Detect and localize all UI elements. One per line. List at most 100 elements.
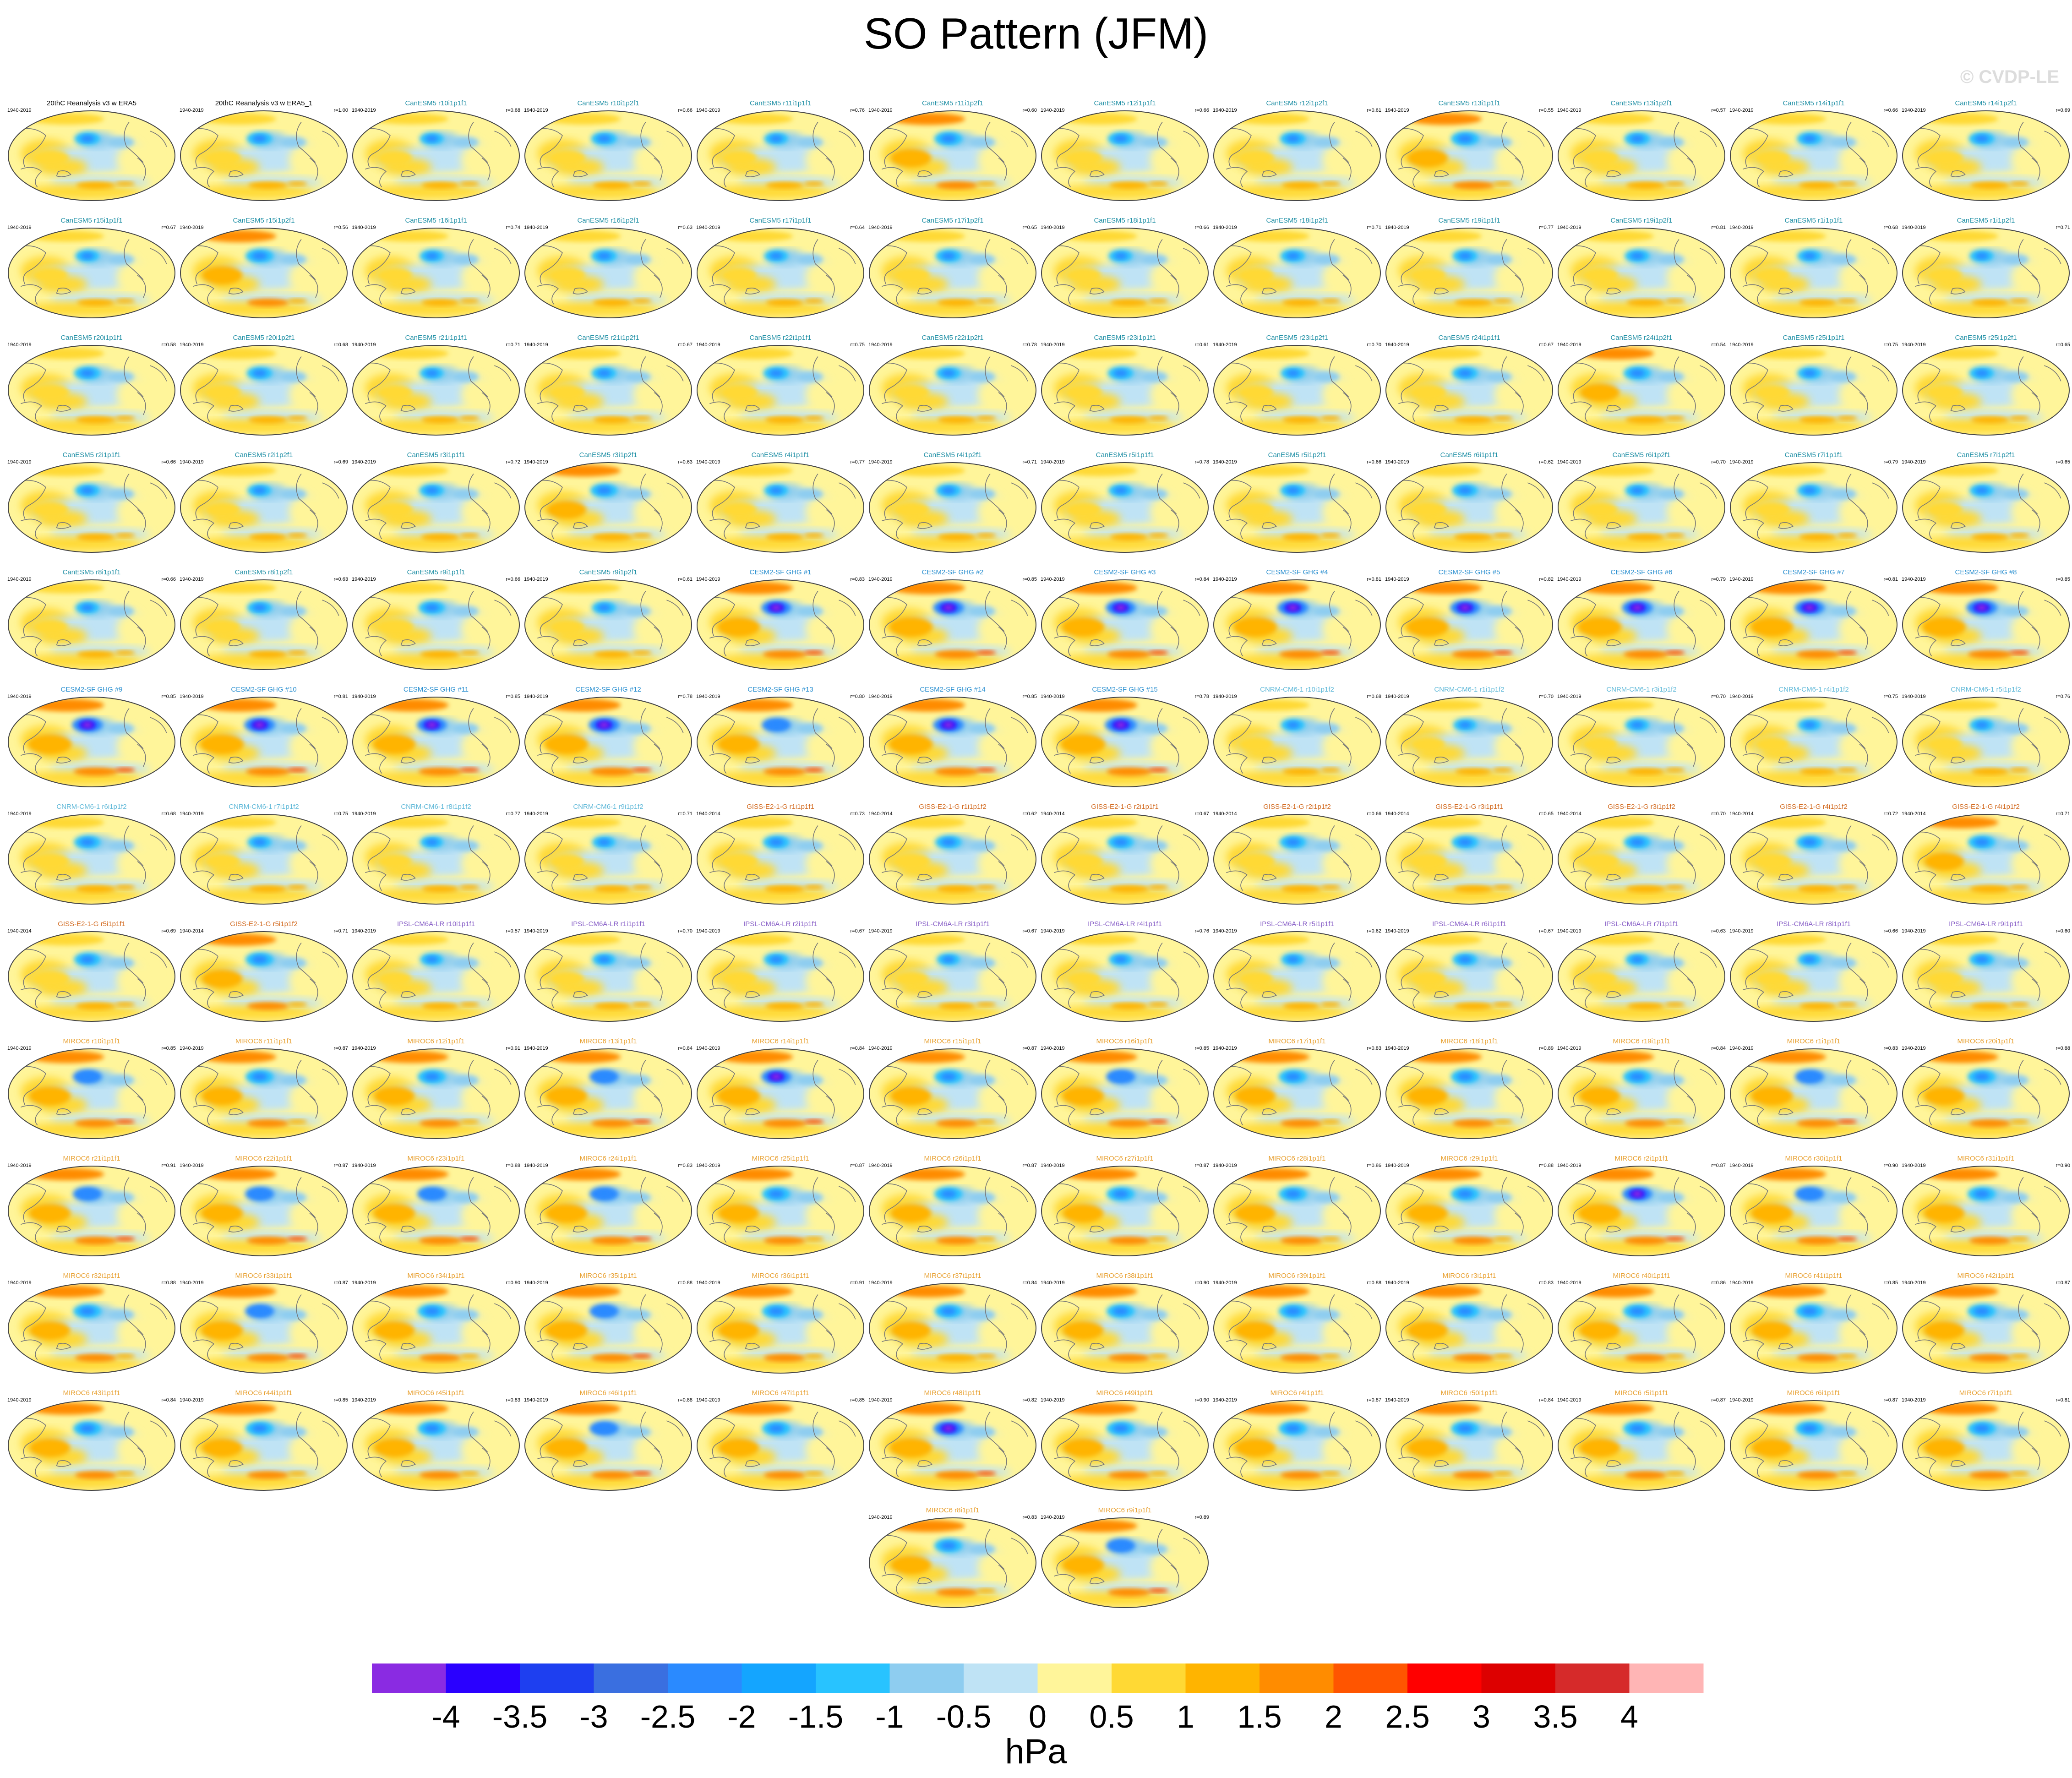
map-panel: CanESM5 r9i1p2f1 1940-2019 r=0.61 <box>524 568 692 670</box>
panel-title: CESM2-SF GHG #11 <box>403 686 469 693</box>
colorbar-box <box>668 1663 742 1693</box>
panel-title: CNRM-CM6-1 r5i1p1f2 <box>1951 686 2021 693</box>
map-panel: MIROC6 r45i1p1f1 1940-2019 r=0.83 <box>352 1389 520 1491</box>
panel-title: CESM2-SF GHG #10 <box>231 686 296 693</box>
map-panel: CanESM5 r8i1p1f1 1940-2019 r=0.66 <box>7 568 176 670</box>
colorbar-box <box>889 1663 964 1693</box>
panel-title: CESM2-SF GHG #13 <box>747 686 813 693</box>
panel-title: CanESM5 r4i1p2f1 <box>924 451 982 459</box>
panel-title: CanESM5 r13i1p2f1 <box>1610 99 1672 107</box>
panel-correlation: r=0.62 <box>1539 459 1554 465</box>
panel-period: 1940-2019 <box>868 694 893 699</box>
colorbar-tick-label: -3.5 <box>492 1699 548 1734</box>
panel-title: MIROC6 r27i1p1f1 <box>1096 1155 1153 1162</box>
panel-period: 1940-2019 <box>180 811 204 817</box>
map-panel: MIROC6 r20i1p1f1 1940-2019 r=0.88 <box>1902 1037 2070 1139</box>
panel-correlation: r=0.83 <box>678 1163 693 1168</box>
panel-period: 1940-2019 <box>524 1397 548 1403</box>
panel-title: CanESM5 r18i1p1f1 <box>1094 217 1156 224</box>
map-panel: CanESM5 r8i1p2f1 1940-2019 r=0.63 <box>180 568 348 670</box>
map-panel: CESM2-SF GHG #11 1940-2019 r=0.85 <box>352 686 520 787</box>
panel-period: 1940-2019 <box>1557 108 1581 113</box>
panel-period: 1940-2019 <box>1729 577 1754 582</box>
map-panel: MIROC6 r11i1p1f1 1940-2019 r=0.87 <box>180 1037 348 1139</box>
map-panel: CanESM5 r12i1p1f1 1940-2019 r=0.66 <box>1041 99 1209 201</box>
panel-correlation: r=0.66 <box>1195 108 1210 113</box>
panel-title: MIROC6 r37i1p1f1 <box>924 1272 981 1280</box>
panel-title: GISS-E2-1-G r4i1p1f2 <box>1952 803 2020 811</box>
panel-title: CanESM5 r22i1p1f1 <box>749 334 811 342</box>
panel-correlation: r=0.81 <box>1712 225 1726 230</box>
panel-period: 1940-2019 <box>7 1280 32 1286</box>
map-panel: CNRM-CM6-1 r8i1p1f2 1940-2019 r=0.77 <box>352 803 520 905</box>
panel-period: 1940-2019 <box>524 108 548 113</box>
panel-period: 1940-2019 <box>1902 108 1926 113</box>
panel-period: 1940-2019 <box>1902 1163 1926 1168</box>
panel-period: 1940-2019 <box>352 1046 376 1051</box>
panel-correlation: r=0.85 <box>162 694 176 699</box>
panel-period: 1940-2019 <box>524 928 548 934</box>
map-panel: CanESM5 r9i1p1f1 1940-2019 r=0.66 <box>352 568 520 670</box>
panel-period: 1940-2019 <box>696 928 720 934</box>
panel-correlation: r=0.68 <box>1367 694 1382 699</box>
panel-title: CanESM5 r21i1p1f1 <box>405 334 467 342</box>
panel-correlation: r=0.88 <box>678 1397 693 1403</box>
panel-title: CanESM5 r1i1p2f1 <box>1957 217 2015 224</box>
panel-correlation: r=0.62 <box>1023 811 1037 817</box>
map-panel: CanESM5 r23i1p2f1 1940-2019 r=0.70 <box>1213 334 1381 436</box>
colorbar-unit-label: hPa <box>1005 1732 1067 1771</box>
panel-correlation: r=0.63 <box>678 459 693 465</box>
panel-period: 1940-2019 <box>1902 928 1926 934</box>
map-panel: CanESM5 r14i1p1f1 1940-2019 r=0.66 <box>1729 99 1898 201</box>
colorbar-tick-label: 3.5 <box>1533 1699 1577 1734</box>
map-panel: GISS-E2-1-G r3i1p1f1 1940-2014 r=0.65 <box>1385 803 1554 905</box>
panel-period: 1940-2019 <box>696 1397 720 1403</box>
map-panel: CESM2-SF GHG #1 1940-2019 r=0.83 <box>696 568 865 670</box>
panel-title: CanESM5 r7i1p1f1 <box>1785 451 1843 459</box>
panel-correlation: r=0.88 <box>678 1280 693 1286</box>
panel-correlation: r=0.84 <box>162 1397 176 1403</box>
panel-period: 1940-2019 <box>1902 577 1926 582</box>
panel-period: 1940-2019 <box>868 1046 893 1051</box>
panel-title: CanESM5 r2i1p1f1 <box>63 451 121 459</box>
panel-correlation: r=0.75 <box>1884 342 1898 348</box>
map-panel: MIROC6 r25i1p1f1 1940-2019 r=0.87 <box>696 1155 865 1256</box>
panel-title: MIROC6 r33i1p1f1 <box>235 1272 292 1280</box>
map-panel: IPSL-CM6A-LR r3i1p1f1 1940-2019 r=0.67 <box>868 920 1037 1022</box>
panel-title: CanESM5 r12i1p2f1 <box>1266 99 1328 107</box>
panel-period: 1940-2019 <box>180 1046 204 1051</box>
panel-correlation: r=0.83 <box>851 577 865 582</box>
panel-title: CNRM-CM6-1 r8i1p1f2 <box>401 803 471 811</box>
panel-period: 1940-2019 <box>352 577 376 582</box>
panel-period: 1940-2019 <box>352 225 376 230</box>
panel-period: 1940-2019 <box>696 1046 720 1051</box>
map-panel: MIROC6 r21i1p1f1 1940-2019 r=0.91 <box>7 1155 176 1256</box>
map-panel: CanESM5 r16i1p1f1 1940-2019 r=0.74 <box>352 217 520 318</box>
panel-title: CanESM5 r23i1p2f1 <box>1266 334 1328 342</box>
panel-period: 1940-2019 <box>524 577 548 582</box>
map-panel: MIROC6 r19i1p1f1 1940-2019 r=0.84 <box>1557 1037 1726 1139</box>
panel-correlation: r=0.65 <box>1539 811 1554 817</box>
panel-period: 1940-2019 <box>868 1397 893 1403</box>
map-panel: CanESM5 r4i1p2f1 1940-2019 r=0.71 <box>868 451 1037 553</box>
panel-period: 1940-2019 <box>868 108 893 113</box>
panel-correlation: r=0.57 <box>506 928 521 934</box>
map-panel: GISS-E2-1-G r1i1p1f1 1940-2014 r=0.73 <box>696 803 865 905</box>
panel-title: GISS-E2-1-G r5i1p1f2 <box>230 920 298 928</box>
panel-correlation: r=0.61 <box>1367 108 1382 113</box>
map-panel: CanESM5 r16i1p2f1 1940-2019 r=0.63 <box>524 217 692 318</box>
panel-correlation: r=0.77 <box>851 459 865 465</box>
map-panel: MIROC6 r7i1p1f1 1940-2019 r=0.81 <box>1902 1389 2070 1491</box>
panel-period: 1940-2019 <box>1902 1397 1926 1403</box>
map-panel: CanESM5 r10i1p1f1 1940-2019 r=0.68 <box>352 99 520 201</box>
panel-period: 1940-2019 <box>352 1397 376 1403</box>
map-panel: CESM2-SF GHG #6 1940-2019 r=0.79 <box>1557 568 1726 670</box>
panel-correlation: r=0.84 <box>1539 1397 1554 1403</box>
panel-period: 1940-2019 <box>696 577 720 582</box>
panel-correlation: r=0.78 <box>1023 342 1037 348</box>
colorbar-tick-label: 2.5 <box>1385 1699 1429 1734</box>
panel-title: CanESM5 r23i1p1f1 <box>1094 334 1156 342</box>
panel-correlation: r=0.87 <box>1023 1046 1037 1051</box>
map-panel: CESM2-SF GHG #9 1940-2019 r=0.85 <box>7 686 176 787</box>
panel-correlation: r=0.66 <box>1884 108 1898 113</box>
